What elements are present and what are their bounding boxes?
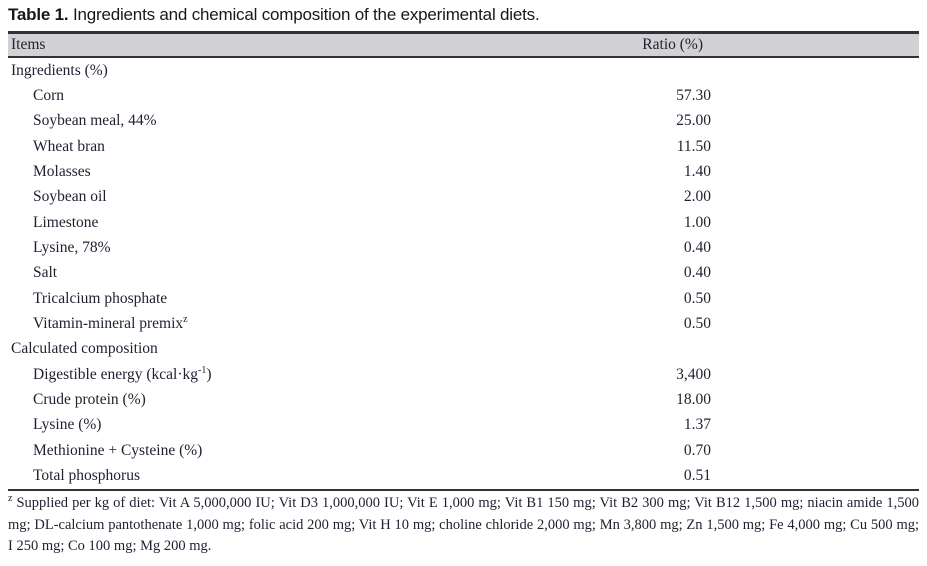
column-header-items: Items xyxy=(11,36,46,53)
table-row: Soybean meal, 44% 25.00 xyxy=(8,109,919,134)
column-header-ratio: Ratio (%) xyxy=(642,36,703,53)
row-label: Lysine (%) xyxy=(33,416,102,434)
footnote-text: Supplied per kg of diet: Vit A 5,000,000… xyxy=(8,495,919,554)
table-row: Calculated composition xyxy=(8,337,919,362)
row-label: Digestible energy (kcal·kg-1) xyxy=(33,364,212,383)
row-value: 18.00 xyxy=(676,391,711,409)
row-label-superscript: -1 xyxy=(198,364,207,376)
table-row: Soybean oil 2.00 xyxy=(8,185,919,210)
row-label: Tricalcium phosphate xyxy=(33,289,168,307)
row-label: Corn xyxy=(33,87,64,105)
row-label: Crude protein (%) xyxy=(33,391,146,409)
row-value: 1.40 xyxy=(683,163,711,181)
row-label: Vitamin-mineral premixz xyxy=(33,313,188,333)
table-row: Salt 0.40 xyxy=(8,261,919,286)
row-value: 3,400 xyxy=(676,365,711,383)
row-label: Soybean meal, 44% xyxy=(33,112,157,130)
row-label: Ingredients (%) xyxy=(11,61,108,79)
row-label: Lysine, 78% xyxy=(33,239,111,257)
table-row: Crude protein (%) 18.00 xyxy=(8,387,919,412)
row-value: 1.00 xyxy=(683,213,711,231)
row-value: 0.70 xyxy=(683,441,711,459)
row-value: 2.00 xyxy=(683,188,711,206)
table-row: Corn 57.30 xyxy=(8,83,919,108)
row-label: Molasses xyxy=(33,163,91,181)
row-value: 0.50 xyxy=(683,315,711,333)
table-row: Ingredients (%) xyxy=(8,58,919,83)
table-caption-text: Ingredients and chemical composition of … xyxy=(68,5,540,24)
row-label-superscript: z xyxy=(183,313,188,325)
table-row: Limestone 1.00 xyxy=(8,210,919,235)
row-value: 0.40 xyxy=(683,264,711,282)
row-value: 57.30 xyxy=(676,87,711,105)
table-row: Wheat bran 11.50 xyxy=(8,134,919,159)
row-label: Total phosphorus xyxy=(33,467,140,485)
row-label: Methionine + Cysteine (%) xyxy=(33,441,203,459)
row-value: 25.00 xyxy=(676,112,711,130)
table-body: Ingredients (%) Corn 57.30 Soybean meal, 44… xyxy=(8,58,919,491)
row-value: 1.37 xyxy=(683,416,711,434)
table-row: Tricalcium phosphate 0.50 xyxy=(8,286,919,311)
table-row: Molasses 1.40 xyxy=(8,159,919,184)
ingredients-table: Items Ratio (%) Ingredients (%) Corn 57.30… xyxy=(8,31,919,491)
row-label: Soybean oil xyxy=(33,188,107,206)
row-value: 0.40 xyxy=(683,239,711,257)
table-caption: Table 1. Ingredients and chemical compos… xyxy=(8,5,540,25)
table-row: Total phosphorus 0.51 xyxy=(8,464,919,489)
table-row: Digestible energy (kcal·kg-1) 3,400 xyxy=(8,362,919,387)
table-header-row: Items Ratio (%) xyxy=(8,31,919,58)
table-row: Lysine (%) 1.37 xyxy=(8,413,919,438)
row-value: 11.50 xyxy=(676,137,711,155)
row-label: Limestone xyxy=(33,213,99,231)
row-label: Wheat bran xyxy=(33,137,105,155)
row-value: 0.50 xyxy=(683,289,711,307)
table-row: Vitamin-mineral premixz 0.50 xyxy=(8,311,919,336)
table-footnote: z Supplied per kg of diet: Vit A 5,000,0… xyxy=(8,493,919,558)
table-row: Lysine, 78% 0.40 xyxy=(8,235,919,260)
row-label: Calculated composition xyxy=(11,340,158,358)
footnote-marker: z xyxy=(8,493,13,505)
table-row: Methionine + Cysteine (%) 0.70 xyxy=(8,438,919,463)
row-value: 0.51 xyxy=(683,467,711,485)
table-caption-number: Table 1. xyxy=(8,5,69,24)
row-label: Salt xyxy=(33,264,58,282)
